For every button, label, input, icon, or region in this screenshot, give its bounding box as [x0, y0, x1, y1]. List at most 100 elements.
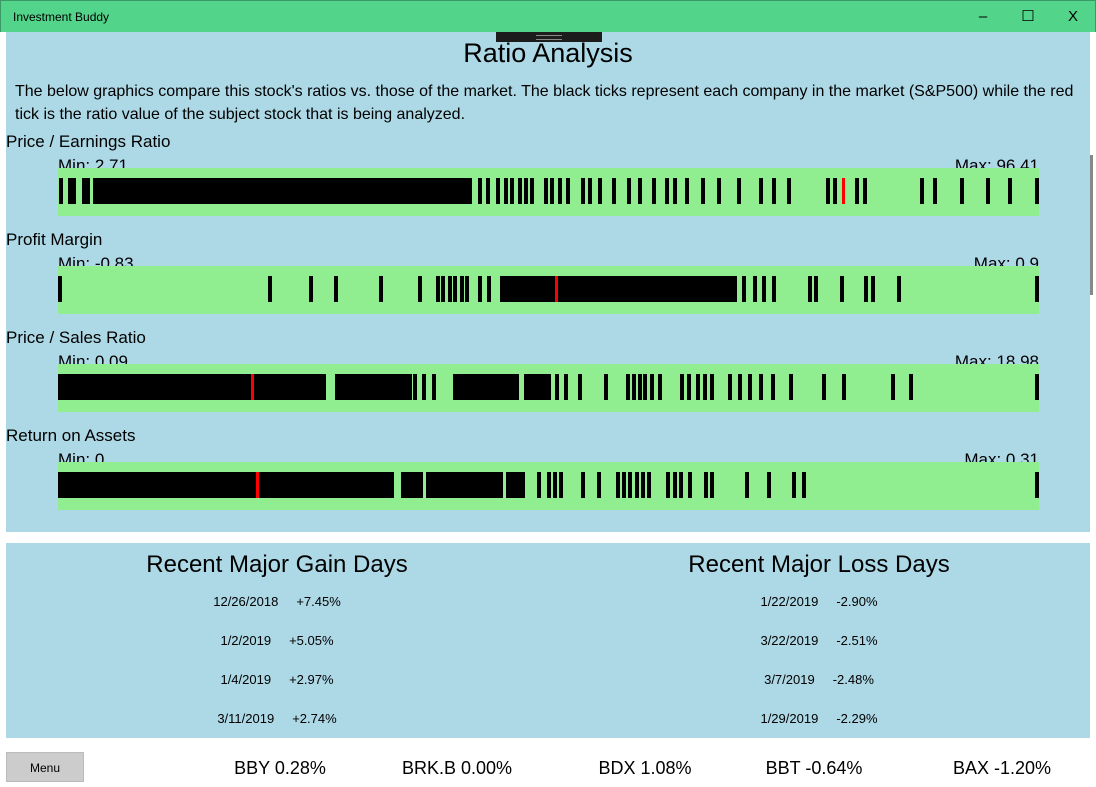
close-button[interactable]: X [1067, 8, 1078, 25]
market-tick [577, 374, 582, 400]
day-change: -2.90% [836, 594, 878, 609]
scrollbar[interactable] [1090, 155, 1093, 295]
market-tick-cluster [400, 472, 423, 498]
market-tick [486, 178, 491, 204]
maximize-button[interactable]: ☐ [1021, 8, 1035, 25]
market-tick [814, 276, 819, 302]
day-date: 1/4/2019 [220, 672, 272, 687]
ratio-analysis-panel: Ratio Analysis The below graphics compar… [6, 32, 1090, 532]
market-tick-cluster [58, 472, 395, 498]
day-row: 1/2/2019 +5.05% [77, 633, 477, 648]
day-row: 3/11/2019 +2.74% [77, 711, 477, 726]
ratio-bar [58, 462, 1039, 510]
ratio-bar [58, 168, 1039, 216]
market-tick [631, 374, 636, 400]
market-tick [517, 178, 522, 204]
market-tick [634, 472, 639, 498]
market-tick [736, 178, 741, 204]
market-tick [565, 178, 570, 204]
day-date: 1/29/2019 [760, 711, 819, 726]
ticker-item: BBY 0.28% [234, 758, 326, 778]
market-tick [841, 374, 846, 400]
market-tick [59, 178, 64, 204]
day-date: 3/11/2019 [217, 711, 275, 726]
market-tick-cluster [92, 178, 473, 204]
ticker-item: BBT -0.64% [765, 758, 863, 778]
market-tick [543, 178, 548, 204]
market-tick [334, 276, 339, 302]
major-days-panel: Recent Major Gain Days Recent Major Loss… [6, 543, 1090, 738]
market-tick [523, 178, 528, 204]
ratio-bar [58, 266, 1039, 314]
day-change: +5.05% [289, 633, 334, 648]
market-tick [530, 178, 535, 204]
market-tick [840, 276, 845, 302]
minimize-button[interactable]: – [978, 8, 988, 25]
day-row: 1/29/2019 -2.29% [619, 711, 1019, 726]
day-date: 1/2/2019 [220, 633, 272, 648]
market-tick [854, 178, 859, 204]
day-change: +2.74% [292, 711, 337, 726]
market-tick [478, 178, 483, 204]
market-tick [742, 276, 747, 302]
market-tick [465, 276, 470, 302]
market-tick [862, 178, 867, 204]
market-tick [637, 178, 642, 204]
market-tick [684, 178, 689, 204]
page-title: Ratio Analysis [463, 38, 633, 68]
ratio-section: Return on Assets Min: 0 Max: 0.31 [6, 426, 1090, 524]
day-row: 1/4/2019 +2.97% [77, 672, 477, 687]
market-tick [826, 178, 831, 204]
market-tick [649, 374, 654, 400]
market-tick [786, 178, 791, 204]
day-change: -2.51% [836, 633, 878, 648]
market-tick [664, 178, 669, 204]
market-tick [81, 178, 86, 204]
ratio-section: Price / Earnings Ratio Min: 2.71 Max: 96… [6, 132, 1090, 230]
market-tick [672, 472, 677, 498]
market-tick [85, 178, 90, 204]
day-date: 3/22/2019 [760, 633, 819, 648]
market-tick [477, 276, 482, 302]
ratio-section: Profit Margin Min: -0.83 Max: 0.9 [6, 230, 1090, 328]
market-tick [378, 276, 383, 302]
market-tick [581, 472, 586, 498]
drag-handle[interactable] [496, 32, 602, 42]
market-tick [652, 178, 657, 204]
market-tick [762, 276, 767, 302]
subject-tick [841, 178, 845, 204]
market-tick [643, 374, 648, 400]
market-tick [688, 472, 693, 498]
market-tick [745, 472, 750, 498]
market-tick [658, 374, 663, 400]
market-tick [417, 276, 422, 302]
market-tick [687, 374, 692, 400]
market-tick [435, 276, 440, 302]
day-row: 3/22/2019 -2.51% [619, 633, 1019, 648]
market-tick [1035, 276, 1039, 302]
day-change: +2.97% [289, 672, 334, 687]
market-tick [504, 178, 509, 204]
market-tick [772, 178, 777, 204]
market-tick [421, 374, 426, 400]
market-tick [1035, 178, 1039, 204]
day-date: 1/22/2019 [760, 594, 819, 609]
market-tick [68, 178, 72, 204]
market-tick [832, 178, 837, 204]
market-tick [758, 178, 763, 204]
market-tick [628, 472, 633, 498]
day-row: 12/26/2018 +7.45% [77, 594, 477, 609]
market-tick [432, 374, 437, 400]
subject-tick [554, 276, 558, 302]
subject-tick [256, 472, 260, 498]
market-tick [666, 472, 671, 498]
menu-button[interactable]: Menu [6, 752, 84, 782]
market-tick [701, 178, 706, 204]
day-row: 3/7/2019 -2.48% [619, 672, 1019, 687]
market-tick-cluster [58, 374, 326, 400]
market-tick [752, 276, 757, 302]
market-tick [559, 472, 564, 498]
market-tick [596, 472, 601, 498]
market-tick [459, 276, 464, 302]
market-tick [673, 178, 678, 204]
